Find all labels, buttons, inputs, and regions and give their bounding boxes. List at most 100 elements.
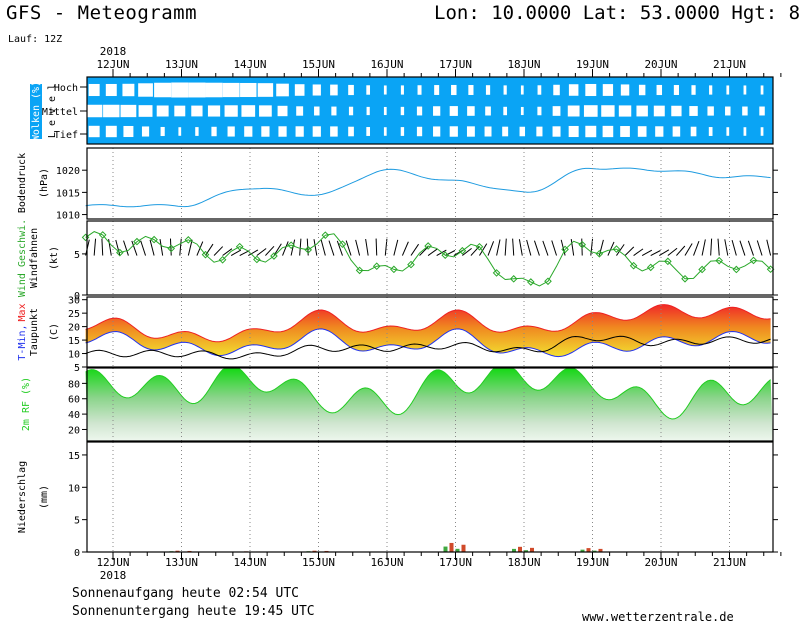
cloud-level-label: Hoch bbox=[54, 83, 78, 94]
y-tick-label: 60 bbox=[68, 395, 80, 406]
wind-barb bbox=[633, 248, 644, 256]
wind-barb bbox=[526, 239, 532, 256]
wind-speed-marker bbox=[287, 241, 295, 249]
temp-panel-frame bbox=[86, 296, 774, 368]
date-label-bottom: 12JUN bbox=[96, 556, 129, 569]
year-label-top: 2018 bbox=[100, 45, 127, 58]
wind-speed-marker bbox=[544, 277, 552, 286]
cloud-cover-block-tief bbox=[141, 126, 150, 137]
sunrise-text: Sonnenaufgang heute 02:54 UTC bbox=[72, 586, 299, 601]
cloud-cover-block-mittel bbox=[120, 104, 137, 118]
cloud-cover-block-mittel bbox=[156, 105, 169, 117]
precipitation-bar bbox=[518, 546, 522, 552]
wind-barb bbox=[739, 240, 746, 256]
cloud-cover-block-mittel bbox=[191, 105, 203, 117]
wind-speed-marker bbox=[732, 265, 741, 274]
date-label-top: 12JUN bbox=[96, 58, 129, 71]
cloud-cover-block-hoch bbox=[726, 85, 730, 95]
wind-barb bbox=[676, 245, 686, 256]
wind-barb bbox=[213, 246, 224, 256]
cloud-cover-block-tief bbox=[484, 126, 492, 137]
y-tick-label: 5 bbox=[74, 250, 80, 261]
precipitation-bar bbox=[524, 550, 528, 552]
wind-speed-marker bbox=[715, 256, 724, 265]
cloud-cover-block-mittel bbox=[725, 106, 731, 116]
wind-barb bbox=[533, 240, 540, 256]
cloud-cover-block-hoch bbox=[485, 85, 491, 95]
wind-speed-marker bbox=[629, 261, 638, 270]
y-tick-label: 25 bbox=[68, 309, 80, 320]
wind-speed-marker bbox=[167, 244, 176, 253]
cloud-cover-block-tief bbox=[105, 125, 117, 138]
wind-speed-marker bbox=[561, 245, 569, 254]
cloud-cover-block-hoch bbox=[673, 85, 679, 95]
cloud-cover-block-hoch bbox=[691, 85, 696, 95]
wind-barb bbox=[470, 245, 480, 256]
wind-barb bbox=[320, 239, 326, 256]
cloud-cover-block-hoch bbox=[743, 85, 747, 95]
cloud-cover-block-tief bbox=[195, 127, 199, 136]
wind-barb-axis-label: Windfahnen bbox=[29, 228, 40, 288]
cloud-cover-block-mittel bbox=[138, 105, 153, 117]
cloud-cover-block-mittel bbox=[689, 106, 698, 116]
cloud-cover-block-hoch bbox=[366, 85, 371, 95]
wind-barb bbox=[355, 239, 361, 256]
temperature-axis-label: T-Min, Max bbox=[17, 303, 28, 360]
wind-barb bbox=[149, 239, 155, 256]
wind-speed-marker bbox=[133, 237, 141, 246]
date-label-bottom: 15JUN bbox=[302, 556, 335, 569]
humidity-line bbox=[85, 367, 771, 420]
cloud-cover-block-hoch bbox=[188, 82, 206, 98]
cloud-cover-block-tief bbox=[160, 126, 165, 137]
cloud-cover-block-tief bbox=[536, 126, 543, 137]
humidity-axis-label: 2m RF (%) bbox=[21, 377, 32, 431]
cloud-cover-block-hoch bbox=[154, 82, 172, 98]
wind-barb bbox=[667, 247, 678, 256]
date-label-top: 17JUN bbox=[439, 58, 472, 71]
cloud-cover-block-hoch bbox=[205, 82, 223, 98]
cloud-cover-block-mittel bbox=[759, 106, 765, 116]
precipitation-bar bbox=[455, 548, 460, 552]
wind-barb bbox=[345, 240, 352, 256]
wind-barb bbox=[462, 247, 472, 256]
location-coordinates: Lon: 10.0000 Lat: 53.0000 Hgt: 8 bbox=[434, 2, 800, 24]
wind-barb bbox=[101, 238, 104, 256]
cloud-cover-block-mittel bbox=[485, 106, 491, 116]
cloud-cover-block-tief bbox=[366, 127, 371, 136]
wind-barb bbox=[701, 239, 706, 256]
wind-speed-marker bbox=[321, 231, 330, 239]
precipitation-bar bbox=[461, 544, 466, 552]
precipitation-unit-label: (mm) bbox=[39, 485, 50, 509]
cloud-cover-block-hoch bbox=[537, 85, 542, 95]
cloud-cover-block-mittel bbox=[583, 105, 598, 117]
wind-speed-marker bbox=[390, 265, 398, 274]
wind-barb bbox=[487, 241, 495, 256]
cloud-cover-block-mittel bbox=[277, 105, 288, 117]
wind-barb bbox=[159, 239, 164, 256]
cloud-cover-block-hoch bbox=[171, 82, 189, 98]
cloud-cover-block-tief bbox=[88, 125, 100, 138]
wind-barb bbox=[108, 239, 112, 256]
wind-speed-line bbox=[85, 231, 771, 287]
wind-speed-marker bbox=[458, 246, 467, 255]
cloud-cover-block-hoch bbox=[383, 85, 387, 95]
cloud-cover-block-mittel bbox=[331, 106, 337, 116]
page-title: GFS - Meteogramm bbox=[6, 2, 198, 24]
cloud-cover-block-hoch bbox=[138, 83, 153, 97]
cloud-cover-block-hoch bbox=[503, 85, 507, 95]
y-tick-label: 30 bbox=[68, 296, 80, 307]
tmax-legend-label: Max bbox=[17, 303, 28, 321]
precipitation-bar bbox=[580, 549, 585, 552]
wind-barb bbox=[123, 240, 129, 256]
cloud-cover-block-hoch bbox=[602, 84, 614, 96]
precipitation-axis-label: Niederschlag bbox=[17, 461, 28, 533]
wind-speed-marker bbox=[441, 251, 450, 260]
cloud-cover-block-hoch bbox=[638, 84, 646, 96]
wind-barb bbox=[551, 240, 558, 256]
website-credit: www.wetterzentrale.de bbox=[582, 610, 734, 624]
wind-barb bbox=[724, 239, 729, 256]
y-tick-label: 0 bbox=[74, 548, 80, 559]
cloud-cover-block-hoch bbox=[709, 85, 713, 95]
cloud-cover-block-mittel bbox=[653, 105, 665, 117]
cloud-cover-block-mittel bbox=[366, 106, 370, 116]
